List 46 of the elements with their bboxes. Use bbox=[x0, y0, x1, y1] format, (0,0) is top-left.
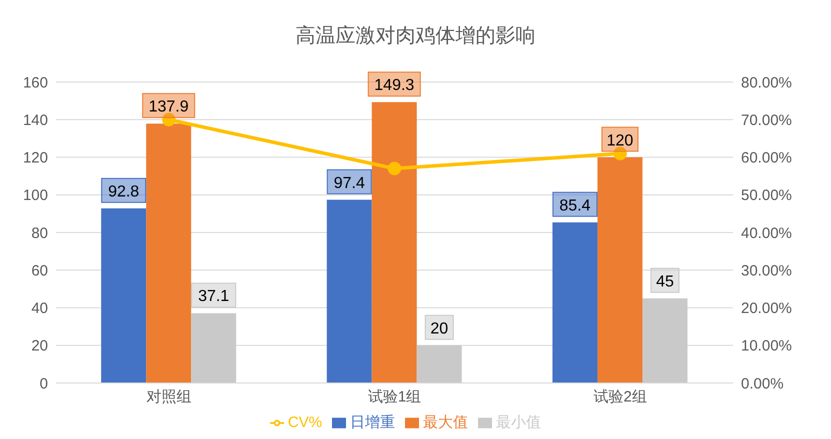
bar bbox=[416, 345, 462, 383]
x-tick-label: 对照组 bbox=[146, 388, 192, 406]
legend-label: 日增重 bbox=[350, 414, 396, 431]
data-label: 85.4 bbox=[559, 197, 591, 214]
y2-tick-label: 20.00% bbox=[741, 300, 792, 318]
y2-tick-label: 70.00% bbox=[741, 112, 792, 129]
data-label: 92.8 bbox=[108, 183, 140, 200]
y2-tick-label: 0.00% bbox=[741, 375, 784, 392]
y-tick-label: 80 bbox=[31, 224, 48, 242]
y2-tick-label: 50.00% bbox=[741, 187, 792, 204]
point bbox=[388, 162, 402, 176]
bar bbox=[326, 200, 372, 383]
bar bbox=[191, 313, 236, 383]
bar bbox=[101, 208, 146, 383]
y2-tick-label: 40.00% bbox=[741, 224, 792, 242]
y2-tick-label: 30.00% bbox=[741, 262, 792, 280]
legend-label: 最大值 bbox=[423, 414, 468, 431]
bar bbox=[146, 124, 192, 383]
x-tick-label: 试验2组 bbox=[593, 388, 647, 406]
y-tick-label: 120 bbox=[22, 150, 48, 167]
data-label: 45 bbox=[656, 273, 674, 290]
bar bbox=[642, 298, 688, 383]
y2-tick-label: 80.00% bbox=[741, 74, 792, 92]
bar bbox=[372, 102, 417, 383]
y-tick-label: 20 bbox=[31, 338, 48, 355]
y-tick-label: 140 bbox=[22, 112, 48, 129]
data-label: 149.3 bbox=[374, 77, 414, 94]
y-tick-label: 100 bbox=[22, 187, 48, 204]
data-label: 20 bbox=[430, 320, 448, 338]
y-tick-label: 60 bbox=[31, 262, 48, 280]
y2-tick-label: 60.00% bbox=[741, 150, 792, 167]
bar bbox=[597, 157, 642, 383]
chart-title: 高温应激对肉鸡体增的影响 bbox=[294, 24, 536, 49]
legend-label: CV% bbox=[288, 414, 322, 431]
data-label: 120 bbox=[606, 132, 634, 150]
data-label: 97.4 bbox=[334, 174, 365, 192]
x-tick-label: 试验1组 bbox=[368, 388, 422, 406]
point bbox=[613, 146, 627, 160]
y-tick-label: 0 bbox=[40, 375, 48, 392]
y-tick-label: 40 bbox=[31, 300, 48, 318]
bar bbox=[552, 222, 598, 383]
y-tick-label: 160 bbox=[22, 74, 48, 92]
point bbox=[162, 112, 176, 126]
data-label: 137.9 bbox=[148, 98, 189, 116]
y2-tick-label: 10.00% bbox=[741, 338, 792, 355]
data-label: 37.1 bbox=[198, 288, 230, 306]
